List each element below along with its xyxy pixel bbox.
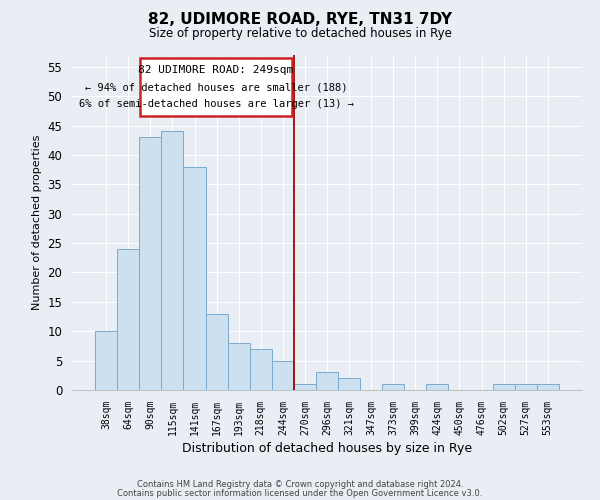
Text: Size of property relative to detached houses in Rye: Size of property relative to detached ho…: [149, 28, 451, 40]
Text: 82 UDIMORE ROAD: 249sqm: 82 UDIMORE ROAD: 249sqm: [139, 65, 293, 75]
Bar: [95, 331, 117, 390]
Bar: [227, 343, 250, 390]
Text: 82, UDIMORE ROAD, RYE, TN31 7DY: 82, UDIMORE ROAD, RYE, TN31 7DY: [148, 12, 452, 28]
Bar: [338, 378, 360, 390]
Bar: [272, 360, 294, 390]
X-axis label: Distribution of detached houses by size in Rye: Distribution of detached houses by size …: [182, 442, 472, 455]
Text: 6% of semi-detached houses are larger (13) →: 6% of semi-detached houses are larger (1…: [79, 99, 353, 109]
Bar: [250, 349, 272, 390]
Bar: [316, 372, 338, 390]
Text: Contains public sector information licensed under the Open Government Licence v3: Contains public sector information licen…: [118, 489, 482, 498]
Bar: [161, 132, 184, 390]
Text: Contains HM Land Registry data © Crown copyright and database right 2024.: Contains HM Land Registry data © Crown c…: [137, 480, 463, 489]
Bar: [117, 249, 139, 390]
Bar: [427, 384, 448, 390]
Bar: [184, 166, 206, 390]
FancyBboxPatch shape: [140, 58, 292, 116]
Bar: [493, 384, 515, 390]
Bar: [515, 384, 537, 390]
Bar: [206, 314, 227, 390]
Bar: [294, 384, 316, 390]
Bar: [382, 384, 404, 390]
Bar: [139, 138, 161, 390]
Y-axis label: Number of detached properties: Number of detached properties: [32, 135, 42, 310]
Bar: [537, 384, 559, 390]
Text: ← 94% of detached houses are smaller (188): ← 94% of detached houses are smaller (18…: [85, 82, 347, 92]
